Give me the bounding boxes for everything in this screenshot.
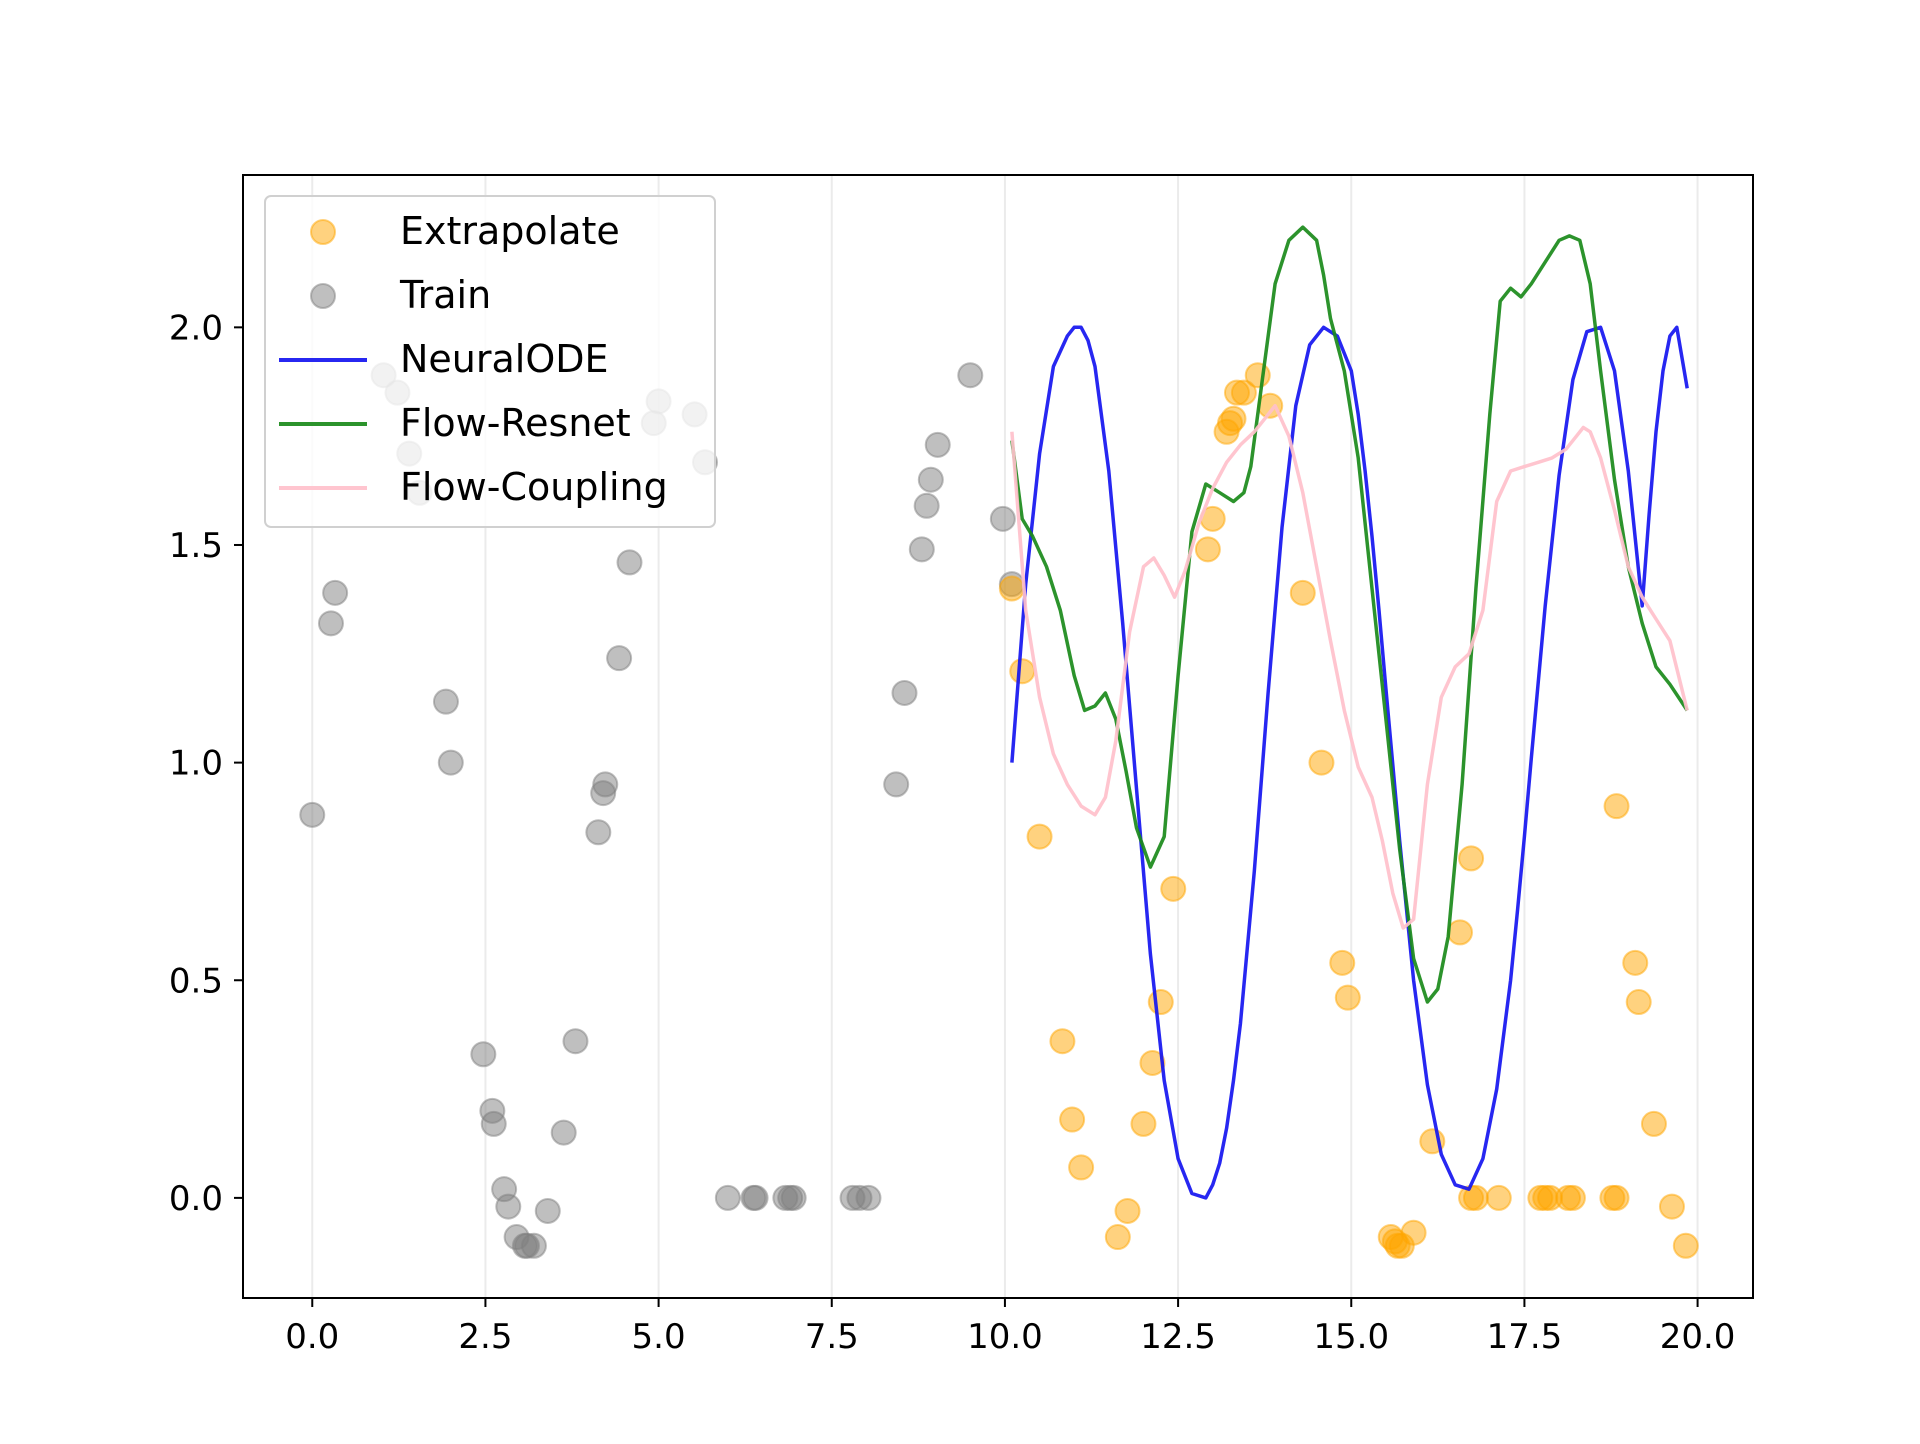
data-point [1026,823,1053,850]
data-point [1603,1184,1630,1211]
data-point [855,1184,882,1211]
data-point [1049,1028,1076,1055]
legend-label-extrapolate: Extrapolate [400,209,620,253]
data-point [957,362,984,389]
data-point [470,1041,497,1068]
data-point [1447,919,1474,946]
data-point [432,688,459,715]
data-point [908,536,935,563]
x-tick-label: 2.5 [458,1317,512,1357]
data-point [550,1119,577,1146]
data-point [1220,405,1247,432]
data-point [1009,658,1036,685]
data-point [780,1184,807,1211]
data-point [592,771,619,798]
y-tick-label: 0.0 [169,1179,223,1219]
data-point [1622,949,1649,976]
data-point [1640,1110,1667,1137]
x-tick-label: 0.0 [285,1317,339,1357]
data-point [1059,1106,1086,1133]
data-point [1329,949,1356,976]
x-tick-label: 15.0 [1313,1317,1389,1357]
data-point [989,505,1016,532]
x-tick-label: 7.5 [805,1317,859,1357]
x-tick-label: 10.0 [967,1317,1043,1357]
data-point [322,579,349,606]
data-point [520,1232,547,1259]
plot-frame [242,174,1754,1299]
data-point [495,1193,522,1220]
data-point [317,610,344,637]
data-point [1658,1193,1685,1220]
x-tick-label: 12.5 [1140,1317,1216,1357]
series-line-flow-coupling [1010,403,1689,930]
data-point [437,749,464,776]
data-point [480,1110,507,1137]
y-tick-label: 1.5 [169,526,223,566]
x-tick-label: 17.5 [1487,1317,1563,1357]
data-point [1603,793,1630,820]
data-point [562,1028,589,1055]
data-point [913,492,940,519]
legend: Extrapolate Train NeuralODE Flow-Resnet Flow… [264,195,716,528]
data-point [1334,984,1361,1011]
data-point [1068,1154,1095,1181]
data-point [917,466,944,493]
legend-swatch-train [310,283,336,309]
data-point [924,431,951,458]
data-point [1625,989,1652,1016]
data-point [742,1184,769,1211]
legend-swatch-extrapolate [310,219,336,245]
series-line-neuralode [1010,325,1689,1200]
legend-label-neuralode: NeuralODE [400,337,609,381]
data-point [1130,1110,1157,1137]
legend-box [264,195,716,528]
x-tick-label: 20.0 [1660,1317,1736,1357]
x-tick-label: 5.0 [632,1317,686,1357]
data-point [1139,1049,1166,1076]
data-point [1458,845,1485,872]
data-point [1244,362,1271,389]
data-point [891,679,918,706]
data-point [883,771,910,798]
y-tick-label: 1.0 [169,744,223,784]
legend-label-flow-coupling: Flow-Coupling [400,465,668,509]
data-point [1400,1219,1427,1246]
data-point [1485,1184,1512,1211]
data-point [1114,1197,1141,1224]
data-point [1194,536,1221,563]
data-point [1559,1184,1586,1211]
data-point [299,801,326,828]
legend-label-train: Train [399,273,491,317]
data-point [1289,579,1316,606]
data-point [1147,989,1174,1016]
axes: 0.0 2.5 5.0 7.5 10.0 12.5 15.0 17.5 20.0 0.0 0.5 1.… [169,308,1736,1357]
data-point [606,645,633,672]
data-point [616,549,643,576]
y-tick-label: 2.0 [169,308,223,348]
data-point [1160,875,1187,902]
plot-data [299,225,1699,1259]
data-point [998,575,1025,602]
y-tick-label: 0.5 [169,961,223,1001]
data-point [1672,1232,1699,1259]
data-point [714,1184,741,1211]
data-point [534,1197,561,1224]
data-point [1104,1224,1131,1251]
legend-label-flow-resnet: Flow-Resnet [400,401,631,445]
series-extrapolate [998,362,1699,1259]
data-point [585,819,612,846]
data-point [1230,379,1257,406]
data-point [1308,749,1335,776]
